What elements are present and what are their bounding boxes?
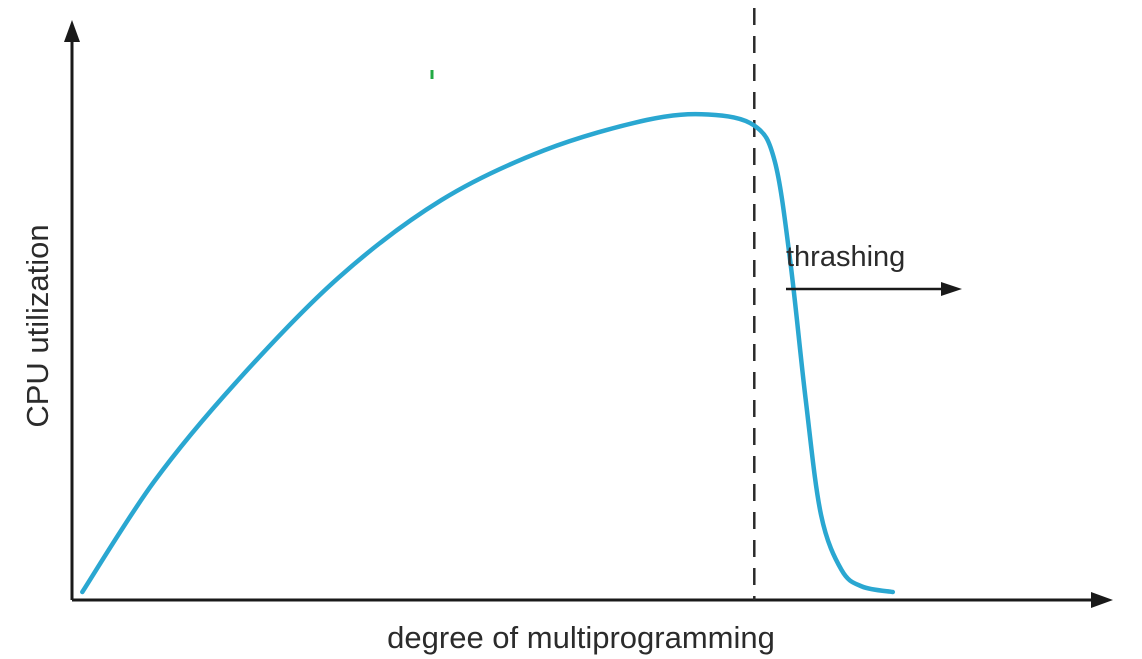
cpu-utilization-curve	[80, 111, 896, 595]
x-axis-arrow-icon	[1091, 592, 1113, 608]
y-axis-arrow-icon	[64, 20, 80, 42]
axes	[64, 20, 1113, 608]
thrashing-annotation: thrashing	[786, 241, 905, 273]
y-axis-label: CPU utilization	[20, 224, 55, 427]
thrashing-arrow-icon	[941, 282, 962, 296]
x-axis-label: degree of multiprogramming	[387, 620, 775, 655]
